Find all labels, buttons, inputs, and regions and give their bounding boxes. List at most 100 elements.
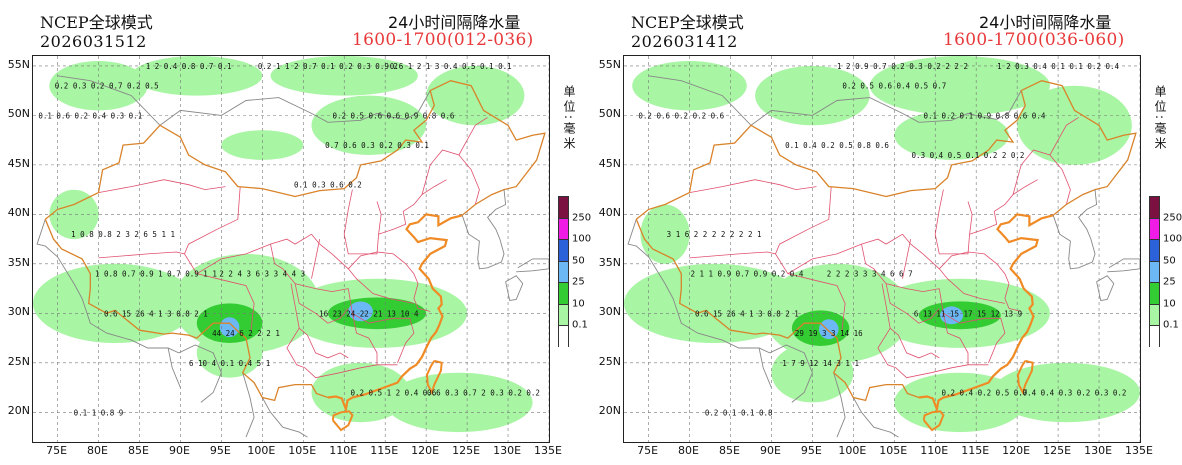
country-border xyxy=(635,219,920,402)
latitude-tick-label: 35N xyxy=(598,255,621,269)
station-value: 0.2 0.5 0.6 0.6 0.9 0.8 0.6 xyxy=(332,111,454,120)
precip-area xyxy=(385,372,533,433)
japan-coast xyxy=(516,258,549,273)
station-value: 1 0.8 0.8 2 3 2 6 5 1 1 xyxy=(71,230,175,239)
station-value: 2 2 4 3 6 3 3 4 4 3 xyxy=(219,270,305,279)
longitude-tick-label: 135E xyxy=(1125,444,1153,457)
station-value: 6 10 4 0.1 0.4 5 1 xyxy=(189,359,270,368)
japan-coast xyxy=(1096,275,1115,302)
hainan-coast xyxy=(331,410,354,432)
station-value: 29 19 3 3 14 16 xyxy=(795,329,863,338)
province-border xyxy=(352,312,415,363)
valid-range: 1600-1700(036-060) xyxy=(943,30,1125,50)
precip-area xyxy=(624,263,805,343)
borders-layer xyxy=(627,75,1140,438)
province-border xyxy=(184,253,255,332)
neighbor-border xyxy=(242,372,255,438)
province-border xyxy=(934,189,973,255)
neighbor-border xyxy=(648,75,1022,126)
province-border xyxy=(311,239,321,279)
precip-area xyxy=(869,56,1050,116)
province-border xyxy=(294,283,349,324)
province-border xyxy=(969,179,1038,235)
latitude-tick-label: 20N xyxy=(598,404,621,418)
model-name: NCEP全球模式 xyxy=(40,13,153,32)
longitude-tick-label: 95E xyxy=(209,444,231,457)
latitude-tick-label: 35N xyxy=(7,255,30,269)
province-border xyxy=(347,288,378,365)
longitude-tick-label: 90E xyxy=(759,444,781,457)
station-value: 0.2 0.4 0.2 0.5 0.7 xyxy=(942,389,1028,398)
longitude-tick-label: 100E xyxy=(838,444,867,457)
precip-area xyxy=(49,189,99,240)
legend-swatch xyxy=(1149,260,1160,282)
japan-coast xyxy=(1107,258,1140,273)
station-value: 0.1 0.4 0.2 0.5 0.8 0.6 xyxy=(785,141,889,150)
product-title: 24小时间隔降水量 xyxy=(979,13,1112,32)
longitude-tick-label: 100E xyxy=(247,444,276,457)
longitude-tick-label: 125E xyxy=(452,444,481,457)
province-border xyxy=(689,179,817,193)
station-value: 0.2 0.5 0.6 0.4 0.5 0.7 xyxy=(842,82,946,91)
station-value: 0.2 0.6 0.2 0.2 0.6 xyxy=(638,111,724,120)
province-border xyxy=(943,312,1006,363)
precip-area xyxy=(49,61,148,111)
latitude-tick-label: 55N xyxy=(598,57,621,71)
station-values-layer: 1 2 0.4 0.8 0.7 0.1 0.2 1 1 2 0.7 0.1 0.2… xyxy=(38,62,540,417)
precip-area xyxy=(894,372,1026,433)
taiwan-coast xyxy=(425,359,443,396)
station-value: 0.3 0.4 0.5 0.1 0.2 2 0.2 xyxy=(912,151,1025,160)
province-border xyxy=(861,244,940,293)
country-border xyxy=(44,219,329,402)
station-value: 1 0.8 0.7 0.9 1 0.7 0.9 1 1 xyxy=(95,270,217,279)
station-value: 0.1 0.3 0.6 0.2 xyxy=(294,181,362,190)
station-values-layer: 1 2 0.9 0.7 0.2 0.3 0.2 2 2 2 1 2 0.3 0.4… xyxy=(638,62,1126,417)
province-border xyxy=(270,244,349,293)
legend-label: 50 xyxy=(1163,255,1176,266)
station-value: 0.4 0.4 0.3 0.2 0.3 0.2 xyxy=(1023,389,1127,398)
province-border xyxy=(98,179,226,193)
neighbor-border xyxy=(167,347,181,388)
precip-area xyxy=(131,56,263,96)
legend-label: 250 xyxy=(1163,212,1182,223)
latitude-tick-label: 45N xyxy=(598,156,621,170)
station-value: 0.6 1 2 1 3 0.4 0.5 0.1 0.1 xyxy=(390,62,512,71)
left-forecast-panel: NCEP全球模式 2026031512 24小时间隔降水量 1600-1700(… xyxy=(7,13,592,457)
latitude-tick-label: 30N xyxy=(598,305,621,319)
borders-layer xyxy=(36,75,549,438)
taiwan-coast xyxy=(1016,359,1034,396)
longitude-tick-label: 80E xyxy=(87,444,108,457)
legend-swatch xyxy=(1149,239,1160,261)
longitude-tick-label: 120E xyxy=(1002,444,1031,457)
longitude-tick-label: 90E xyxy=(168,444,190,457)
province-border xyxy=(689,186,832,259)
latitude-tick-label: 25N xyxy=(7,354,30,368)
neighbor-border xyxy=(758,347,772,388)
longitude-tick-label: 80E xyxy=(678,444,699,457)
country-border xyxy=(635,80,1137,220)
legend-label: 50 xyxy=(572,255,585,266)
province-border xyxy=(885,283,940,324)
legend-label: 0.1 xyxy=(1163,319,1179,331)
station-value: 3 1 6 2 2 2 2 2 2 2 1 xyxy=(667,230,762,239)
legend-label: 250 xyxy=(572,212,592,223)
neighbor-border xyxy=(36,219,222,403)
longitude-tick-label: 125E xyxy=(1043,444,1072,457)
latitude-tick-label: 45N xyxy=(7,156,30,170)
precip-area xyxy=(894,110,1009,160)
station-value: 1 2 0.9 0.7 0.2 0.3 0.2 2 2 2 xyxy=(837,62,968,71)
graticule xyxy=(33,56,549,442)
legend-swatch xyxy=(558,260,569,282)
latitude-tick-label: 50N xyxy=(7,107,30,121)
neighbor-border xyxy=(261,397,308,438)
longitude-tick-label: 110E xyxy=(329,444,358,457)
station-value: 0.6 15 26 4 1 3 0.8 2 1 xyxy=(104,309,208,318)
precip-map: 1 2 0.9 0.7 0.2 0.3 0.2 2 2 2 1 2 0.3 0.4… xyxy=(623,55,1141,443)
precip-area xyxy=(632,61,747,111)
longitude-tick-label: 130E xyxy=(1084,444,1113,457)
right-forecast-panel: NCEP全球模式 2026031412 24小时间隔降水量 1600-1700(… xyxy=(591,0,1182,465)
legend-swatch xyxy=(1149,282,1160,304)
station-value: 0.2 1 1 2 0.7 0.1 0.2 0.3 0.9 2 xyxy=(258,62,398,71)
legend-label: 25 xyxy=(1163,276,1176,288)
longitude-tick-label: 120E xyxy=(411,444,440,457)
